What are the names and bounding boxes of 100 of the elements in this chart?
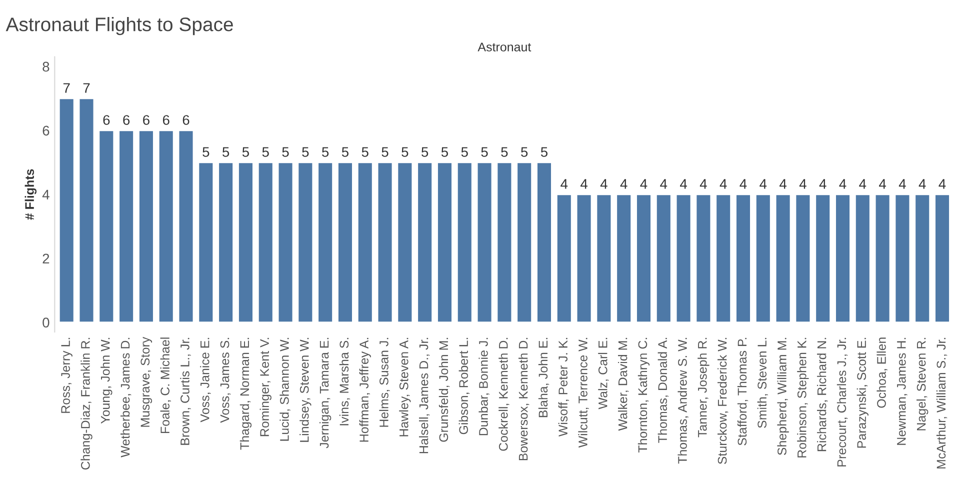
x-tick-label: Tanner, Joseph R. bbox=[698, 338, 710, 438]
x-tick-label: Richards, Richard N. bbox=[817, 338, 828, 452]
data-label: 5 bbox=[461, 147, 468, 157]
data-label: 5 bbox=[362, 147, 368, 157]
data-label: 7 bbox=[63, 83, 70, 93]
bar bbox=[476, 162, 493, 324]
bar bbox=[576, 194, 592, 324]
bar bbox=[536, 162, 552, 324]
bar bbox=[277, 162, 294, 324]
bar bbox=[894, 194, 911, 324]
x-tick-label: Precourt, Charles J., Jr. bbox=[836, 338, 848, 466]
data-label: 5 bbox=[342, 147, 349, 157]
bar bbox=[158, 130, 174, 324]
bar bbox=[516, 162, 532, 324]
data-label: 5 bbox=[222, 147, 230, 157]
bar bbox=[178, 130, 194, 324]
x-axis-title: Astronaut bbox=[478, 42, 532, 52]
bar bbox=[118, 130, 134, 324]
data-label: 7 bbox=[83, 83, 90, 93]
x-tick-label: McArthur, William S., Jr. bbox=[936, 338, 948, 468]
x-tick-label: Halsell, James D., Jr. bbox=[419, 338, 430, 454]
bar bbox=[735, 194, 752, 324]
x-tick-label: Wilcutt, Terrence W. bbox=[578, 338, 589, 448]
x-tick-label: Rominger, Kent V. bbox=[260, 338, 272, 436]
bar bbox=[198, 162, 214, 324]
x-tick-label: Wetherbee, James D. bbox=[120, 338, 132, 458]
x-tick-label: Ivins, Marsha S. bbox=[339, 338, 350, 426]
bar bbox=[297, 162, 314, 324]
data-label: 4 bbox=[760, 179, 767, 189]
data-label: 6 bbox=[143, 115, 150, 125]
bar bbox=[58, 98, 75, 324]
data-label: 4 bbox=[879, 179, 886, 189]
x-tick-label: Stafford, Thomas P. bbox=[737, 338, 748, 446]
x-tick-label: Parazynski, Scott E. bbox=[856, 338, 868, 448]
bar bbox=[794, 194, 812, 324]
data-label: 5 bbox=[402, 147, 408, 157]
data-label: 4 bbox=[839, 179, 846, 189]
bar bbox=[138, 130, 154, 324]
x-tick-label: Newman, James H. bbox=[897, 338, 908, 445]
x-tick-label: Hawley, Steven A. bbox=[399, 338, 411, 436]
data-label: 4 bbox=[938, 179, 946, 189]
bar bbox=[257, 162, 274, 324]
bar bbox=[914, 194, 931, 324]
data-label: 4 bbox=[740, 179, 747, 189]
data-label: 4 bbox=[918, 179, 926, 189]
data-label: 4 bbox=[620, 179, 628, 189]
x-tick-label: Sturckow, Frederick W. bbox=[718, 338, 728, 464]
x-tick-label: Foale, C. Michael bbox=[160, 338, 171, 434]
bar bbox=[317, 162, 334, 324]
bar bbox=[337, 162, 354, 324]
x-tick-label: Dunbar, Bonnie J. bbox=[478, 338, 490, 436]
bar bbox=[814, 194, 832, 324]
x-tick-label: Helms, Susan J. bbox=[379, 338, 390, 427]
bar bbox=[695, 194, 712, 324]
data-label: 5 bbox=[521, 147, 528, 157]
data-label: 4 bbox=[799, 179, 806, 189]
data-label: 4 bbox=[780, 179, 787, 189]
bar bbox=[616, 194, 632, 324]
bar bbox=[238, 162, 254, 324]
bar bbox=[396, 162, 414, 324]
data-label: 4 bbox=[898, 179, 906, 189]
data-label: 4 bbox=[720, 179, 727, 189]
data-label: 5 bbox=[481, 147, 488, 157]
x-tick-label: Shepherd, William M. bbox=[777, 338, 789, 456]
bar bbox=[854, 194, 871, 324]
data-label: 5 bbox=[282, 147, 289, 157]
data-label: 5 bbox=[540, 147, 548, 157]
data-label: 5 bbox=[501, 147, 508, 157]
y-tick-label: 2 bbox=[42, 254, 50, 264]
x-tick-label: Walker, David M. bbox=[618, 338, 629, 431]
x-tick-label: Brown, Curtis L., Jr. bbox=[180, 338, 191, 445]
x-tick-label: Bowersox, Kenneth D. bbox=[518, 338, 530, 460]
x-tick-label: Robinson, Stephen K. bbox=[797, 338, 809, 458]
data-label: 6 bbox=[103, 115, 110, 125]
data-label: 4 bbox=[859, 179, 866, 189]
x-tick-label: Walz, Carl E. bbox=[598, 338, 609, 410]
x-tick-label: Nagel, Steven R. bbox=[916, 338, 928, 430]
x-tick-label: Cockrell, Kenneth D. bbox=[498, 338, 510, 451]
x-tick-label: Gibson, Robert L. bbox=[458, 338, 470, 434]
bar bbox=[376, 162, 394, 324]
data-label: 5 bbox=[262, 147, 269, 157]
data-label: 5 bbox=[202, 147, 210, 157]
data-label: 4 bbox=[640, 179, 648, 189]
x-tick-label: Ross, Jerry L. bbox=[61, 338, 72, 413]
data-label: 6 bbox=[162, 115, 170, 125]
data-label: 5 bbox=[441, 147, 448, 157]
data-label: 4 bbox=[700, 179, 707, 189]
y-tick-label: 8 bbox=[42, 62, 50, 72]
bar bbox=[715, 194, 732, 324]
bar bbox=[416, 162, 433, 324]
bar bbox=[356, 162, 374, 324]
bar bbox=[874, 194, 891, 324]
data-label: 4 bbox=[600, 179, 608, 189]
bar bbox=[78, 98, 95, 324]
data-label: 6 bbox=[182, 115, 190, 125]
x-tick-label: Chang-Diaz, Franklin R. bbox=[80, 338, 92, 470]
x-tick-label: Voss, Janice E. bbox=[200, 338, 211, 422]
data-label: 5 bbox=[382, 147, 388, 157]
x-tick-label: Smith, Steven L. bbox=[757, 338, 768, 428]
x-tick-label: Lucid, Shannon W. bbox=[280, 338, 290, 441]
